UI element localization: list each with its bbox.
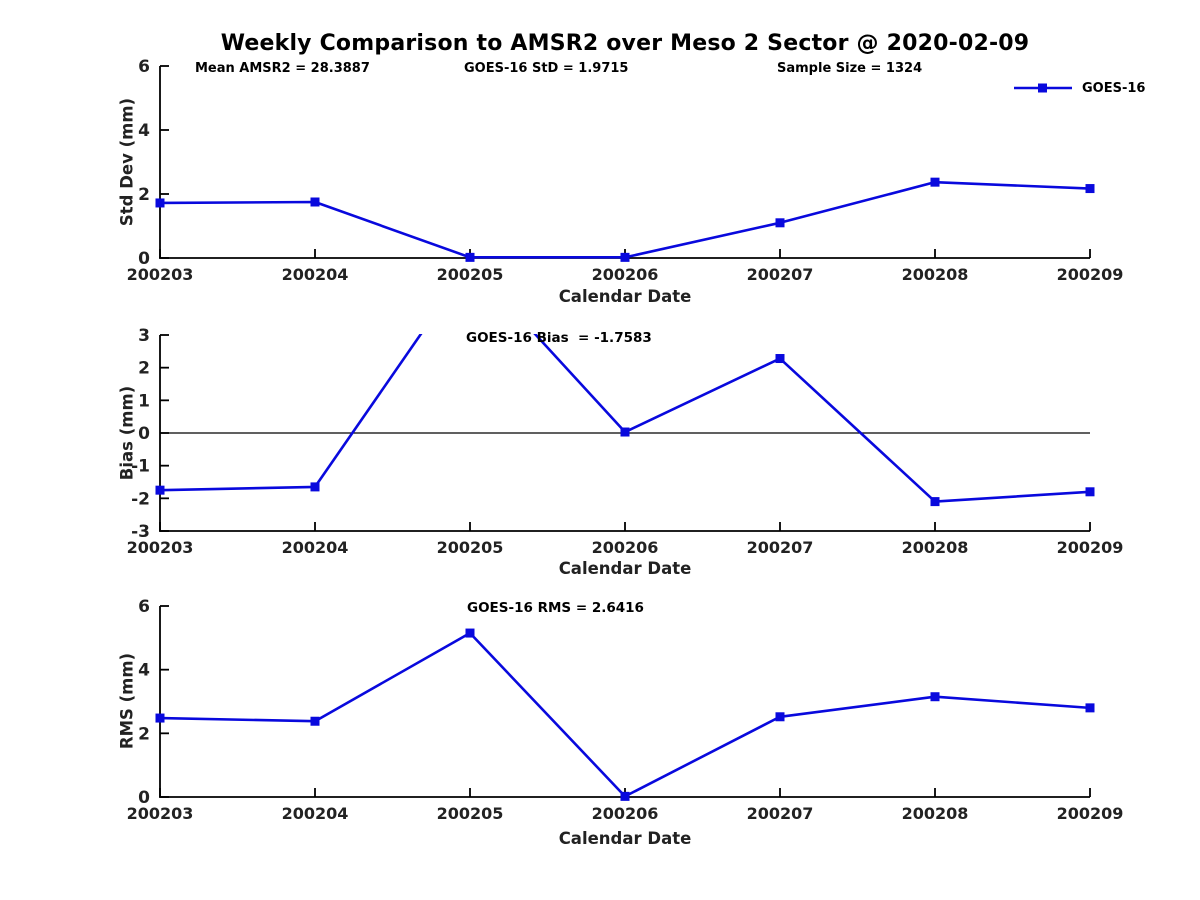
x-tick-label-bias: 200203 (127, 538, 194, 557)
y-tick-label-bias: -1 (131, 457, 150, 477)
data-point-marker-std-dev (775, 218, 785, 228)
data-point-marker-bias (775, 354, 785, 364)
y-tick-label-bias: 0 (138, 424, 150, 444)
x-tick-label-std-dev: 200209 (1057, 265, 1124, 284)
x-tick-label-rms: 200204 (282, 804, 349, 823)
x-tick-label-std-dev: 200205 (437, 265, 504, 284)
page-title: Weekly Comparison to AMSR2 over Meso 2 S… (220, 31, 1030, 56)
y-tick-label-bias: -3 (131, 522, 150, 542)
legend-label: GOES-16 (1082, 80, 1146, 96)
y-tick-label-rms: 0 (138, 788, 150, 808)
y-tick-label-std-dev: 6 (138, 57, 150, 77)
data-point-marker-rms (465, 628, 475, 638)
data-point-marker-bias (155, 485, 165, 495)
goes16-line-std-dev (160, 180, 1091, 259)
x-tick-label-std-dev: 200204 (282, 265, 349, 284)
x-tick-label-std-dev: 200203 (127, 265, 194, 284)
data-point-marker-rms (620, 791, 630, 801)
legend-square-marker-icon (1038, 83, 1047, 93)
x-tick-label-std-dev: 200206 (592, 265, 659, 284)
x-tick-label-bias: 200208 (902, 538, 969, 557)
x-tick-label-rms: 200208 (902, 804, 969, 823)
x-tick-label-rms: 200209 (1057, 804, 1124, 823)
yaxis-label-bias: Bias (mm) (117, 385, 137, 481)
x-tick-label-bias: 200205 (437, 538, 504, 557)
goes16-line-rms (160, 631, 1091, 798)
xaxis-label-rms: Calendar Date (558, 829, 692, 848)
yaxis-label-std-dev: Std Dev (mm) (117, 97, 137, 227)
bias-annotation: GOES-16 Bias = -1.7583 (466, 330, 652, 346)
x-tick-label-std-dev: 200208 (902, 265, 969, 284)
data-point-marker-rms (930, 692, 940, 702)
legend: GOES-16 (1012, 79, 1145, 97)
x-tick-label-bias: 200207 (747, 538, 814, 557)
y-tick-label-std-dev: 0 (138, 249, 150, 269)
y-tick-label-std-dev: 4 (138, 121, 150, 141)
x-tick-label-rms: 200207 (747, 804, 814, 823)
y-tick-label-std-dev: 2 (138, 185, 150, 205)
data-point-marker-rms (1085, 703, 1095, 713)
stat-goes16-std: GOES-16 StD = 1.9715 (464, 61, 629, 76)
data-point-marker-bias (1085, 487, 1095, 497)
y-tick-label-rms: 6 (138, 597, 150, 617)
xaxis-label-bias: Calendar Date (558, 559, 692, 578)
xaxis-label-std-dev: Calendar Date (558, 287, 692, 306)
data-point-marker-rms (310, 716, 320, 726)
y-tick-label-bias: -2 (131, 489, 150, 509)
data-point-marker-rms (155, 713, 165, 723)
data-point-marker-std-dev (1085, 184, 1095, 194)
data-point-marker-std-dev (465, 252, 475, 262)
data-point-marker-bias (310, 482, 320, 492)
rms-annotation: GOES-16 RMS = 2.6416 (467, 600, 644, 616)
stat-sample-size: Sample Size = 1324 (777, 61, 923, 76)
y-tick-label-rms: 4 (138, 661, 150, 681)
yaxis-label-rms: RMS (mm) (117, 652, 137, 750)
x-tick-label-bias: 200204 (282, 538, 349, 557)
legend-line-marker-icon (1014, 83, 1072, 93)
y-tick-label-bias: 2 (138, 359, 150, 379)
data-point-marker-std-dev (310, 197, 320, 207)
data-point-marker-bias (620, 427, 630, 437)
data-point-marker-bias (930, 497, 940, 507)
data-point-marker-std-dev (155, 198, 165, 208)
stat-mean-amsr2: Mean AMSR2 = 28.3887 (195, 61, 370, 76)
data-point-marker-std-dev (930, 177, 940, 187)
x-tick-label-std-dev: 200207 (747, 265, 814, 284)
data-point-marker-std-dev (620, 252, 630, 262)
y-tick-label-bias: 3 (138, 326, 150, 346)
x-tick-label-rms: 200206 (592, 804, 659, 823)
x-tick-label-bias: 200206 (592, 538, 659, 557)
series-group-rms (160, 631, 1091, 798)
x-tick-label-rms: 200205 (437, 804, 504, 823)
y-tick-label-rms: 2 (138, 724, 150, 744)
x-tick-label-bias: 200209 (1057, 538, 1124, 557)
y-tick-label-bias: 1 (138, 391, 150, 411)
data-point-marker-rms (775, 712, 785, 722)
x-tick-label-rms: 200203 (127, 804, 194, 823)
series-group-std-dev (160, 180, 1091, 259)
